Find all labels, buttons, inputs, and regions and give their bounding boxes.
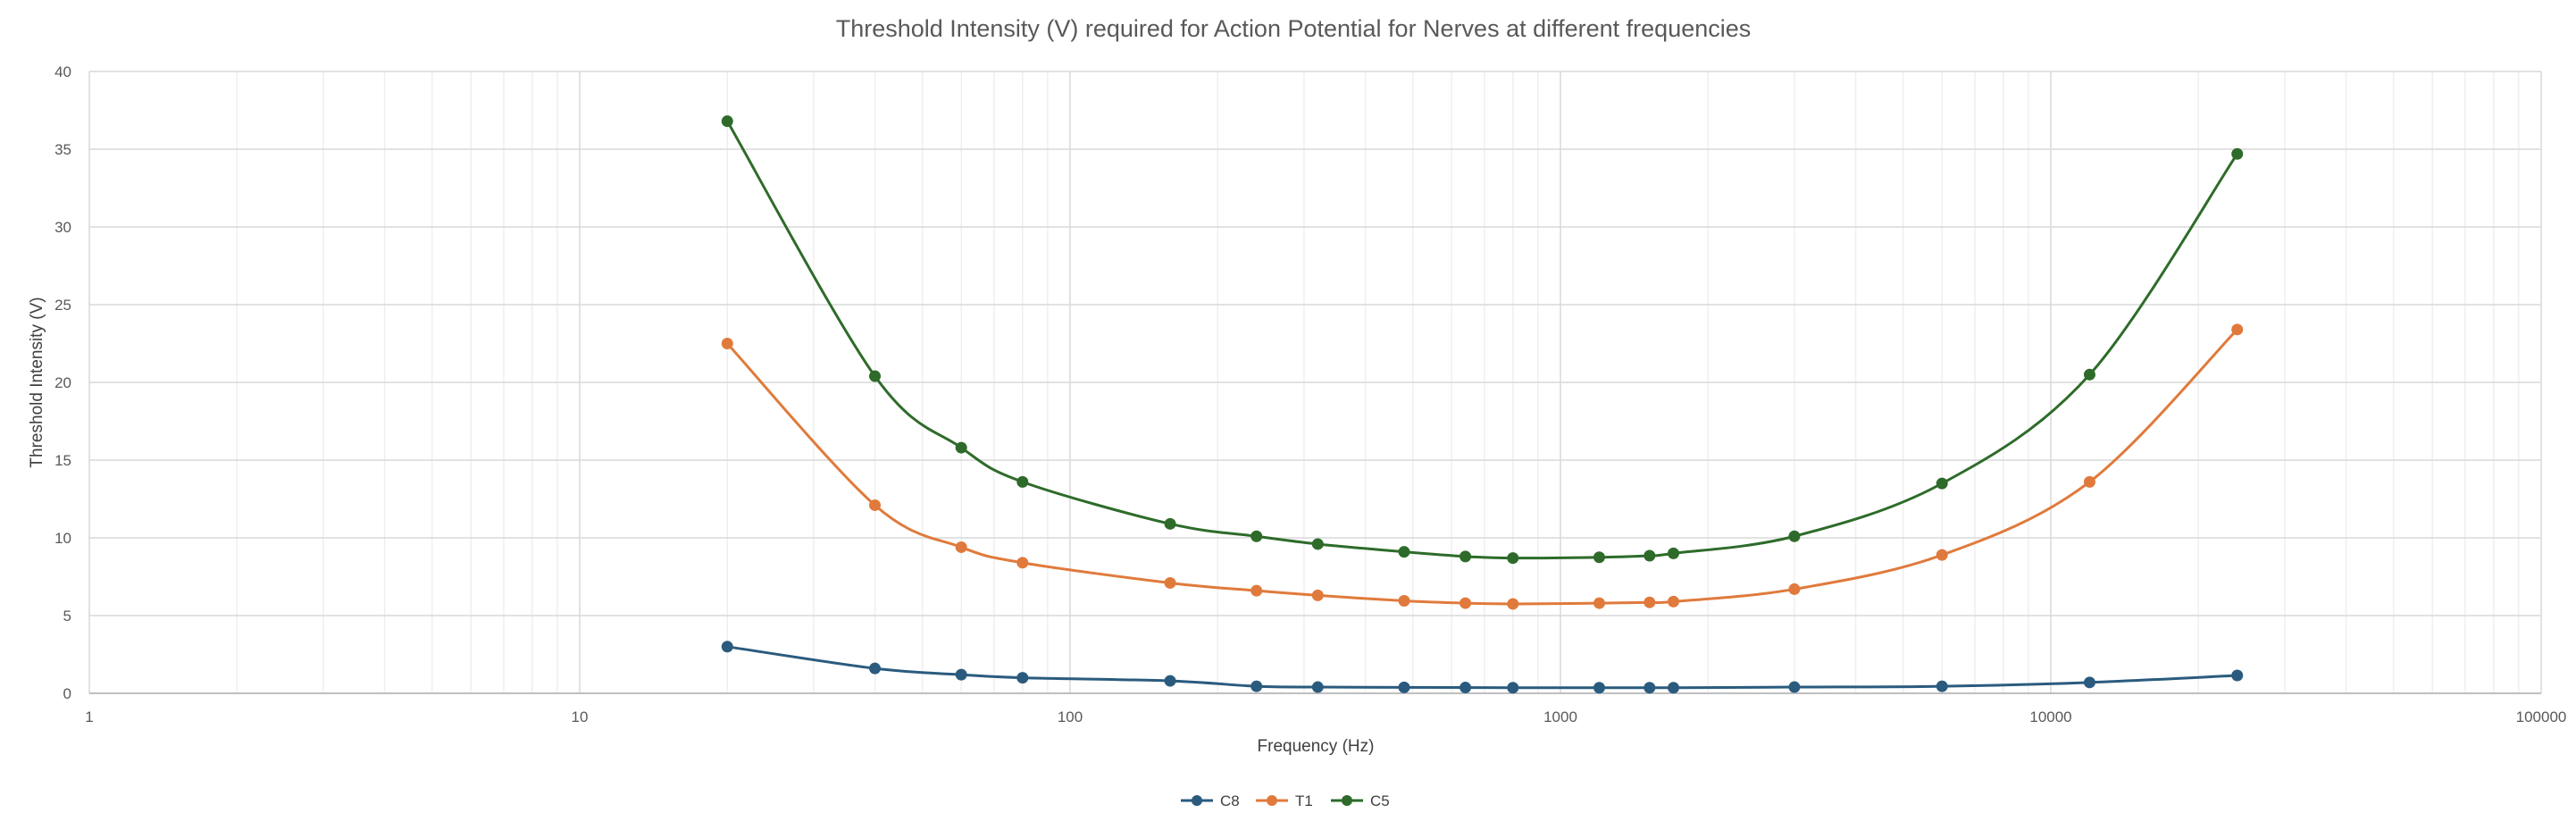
x-tick-label: 100 [1058,708,1083,725]
y-axis-ticks: 0 5 10 15 20 25 30 35 40 [54,63,71,702]
data-point-t1 [1398,594,1410,607]
data-point-c5 [1398,546,1410,558]
legend-swatch-marker [1267,795,1277,806]
data-point-c8 [721,641,733,653]
data-point-c5 [1250,530,1263,542]
data-point-c8 [1016,672,1029,684]
data-point-c5 [1016,475,1029,488]
y-tick-label: 0 [63,685,71,702]
series-line-c8 [725,645,2239,690]
data-point-c8 [2083,676,2095,689]
y-tick-label: 25 [54,297,71,314]
y-tick-label: 35 [54,141,71,158]
y-tick-label: 5 [63,608,71,625]
data-point-c8 [1788,681,1801,693]
data-point-t1 [1459,597,1472,609]
y-axis-title: Threshold Intensity (V) [28,297,46,467]
x-tick-label: 10000 [2029,708,2071,725]
data-point-t1 [1016,557,1029,569]
y-tick-label: 30 [54,219,71,236]
data-point-c5 [1507,552,1519,565]
series-line-c5 [725,120,2239,560]
data-point-c5 [1311,538,1324,550]
data-point-c8 [1311,681,1324,693]
chart-title: Threshold Intensity (V) required for Act… [836,15,1752,42]
data-point-t1 [1311,589,1324,601]
data-point-t1 [1593,597,1605,609]
legend: C8 T1 C5 [1181,792,1390,809]
data-point-c5 [1459,550,1472,563]
data-point-t1 [1507,598,1519,610]
x-tick-label: 10 [572,708,589,725]
data-point-c5 [2083,368,2095,381]
major-gridlines [88,71,2542,694]
series-line-t1 [725,328,2239,606]
data-point-c5 [1643,549,1656,562]
data-point-t1 [869,499,882,511]
x-axis-title: Frequency (Hz) [1258,737,1375,756]
data-point-t1 [721,338,733,349]
data-point-c5 [1593,551,1605,564]
x-tick-label: 100000 [2516,708,2567,725]
data-point-c8 [1250,680,1263,692]
y-tick-label: 20 [54,374,71,391]
data-point-t1 [1250,584,1263,597]
data-point-t1 [1668,595,1680,608]
x-tick-label: 1 [85,708,93,725]
data-point-c8 [1593,682,1605,694]
y-tick-label: 40 [54,63,71,80]
data-point-c5 [2231,147,2244,160]
data-point-c5 [721,115,733,128]
series-layer [721,115,2244,694]
series-c8 [721,641,2244,694]
legend-item-c5: C5 [1331,792,1390,809]
data-point-t1 [1788,583,1801,595]
data-point-c8 [1398,681,1410,693]
data-point-c5 [869,370,882,382]
legend-swatch-marker [1342,795,1352,806]
series-t1 [721,323,2244,610]
data-point-c8 [1668,682,1680,694]
legend-swatch-marker [1192,795,1202,806]
data-point-t1 [1164,576,1176,589]
data-point-t1 [1643,596,1656,608]
legend-item-c8: C8 [1181,792,1240,809]
data-point-c8 [1936,680,1948,692]
y-tick-label: 10 [54,530,71,547]
y-tick-label: 15 [54,452,71,469]
data-point-c8 [1643,682,1656,694]
series-c5 [721,115,2244,565]
data-point-t1 [2083,475,2095,488]
data-point-t1 [955,541,967,553]
data-point-c8 [2231,669,2244,682]
data-point-c8 [1459,682,1472,694]
data-point-c5 [955,441,967,454]
data-point-c8 [955,668,967,681]
data-point-c8 [869,662,882,675]
data-point-t1 [2231,323,2244,336]
data-point-t1 [1936,549,1948,561]
data-point-c5 [1936,477,1948,490]
legend-label: C5 [1370,792,1390,809]
legend-item-t1: T1 [1256,792,1313,809]
legend-label: C8 [1220,792,1240,809]
data-point-c8 [1507,682,1519,694]
data-point-c5 [1668,547,1680,559]
data-point-c5 [1164,517,1176,530]
data-point-c8 [1164,675,1176,687]
legend-label: T1 [1295,792,1313,809]
data-point-c5 [1788,530,1801,542]
x-axis-ticks: 1 10 100 1000 10000 100000 [85,708,2566,725]
x-tick-label: 1000 [1543,708,1577,725]
